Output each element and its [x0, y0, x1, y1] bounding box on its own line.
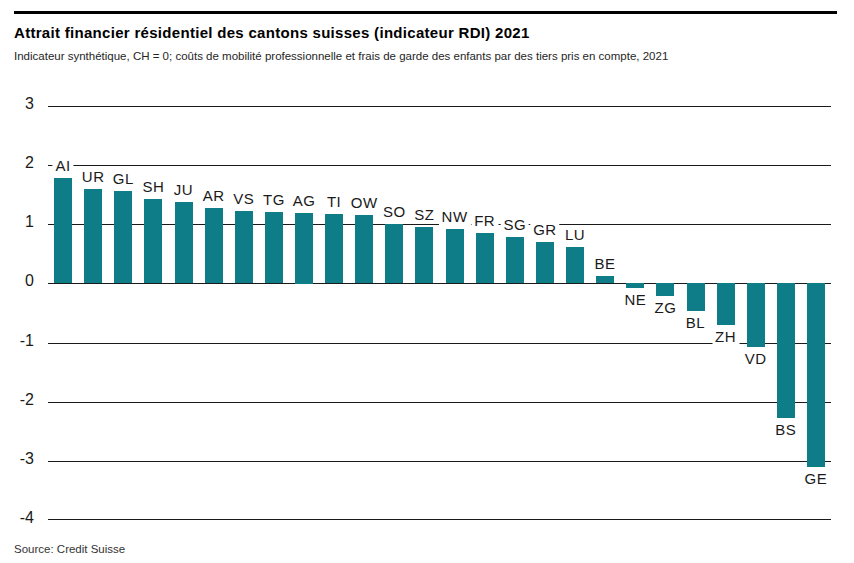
gridline--3: [48, 461, 831, 462]
bar-label-GL: GL: [110, 171, 137, 187]
bar-label-ZH: ZH: [712, 329, 739, 345]
bar-GE: [807, 283, 825, 466]
bar-label-FR: FR: [471, 213, 498, 229]
bar-label-AR: AR: [200, 188, 228, 204]
y-tick-label-2: 2: [0, 154, 34, 172]
bar-NE: [626, 283, 644, 288]
bar-AR: [205, 208, 223, 284]
bar-label-TI: TI: [324, 194, 344, 210]
y-tick-label--2: -2: [0, 391, 34, 409]
bar-label-AG: AG: [290, 193, 319, 209]
y-tick-label-1: 1: [0, 213, 34, 231]
y-tick-label--3: -3: [0, 450, 34, 468]
bar-ZH: [717, 283, 735, 324]
bar-label-NE: NE: [621, 292, 649, 308]
bar-UR: [84, 189, 102, 284]
gridline-2: [48, 165, 831, 166]
bar-label-BL: BL: [683, 315, 708, 331]
bar-SG: [506, 237, 524, 283]
bar-label-BE: BE: [592, 256, 619, 272]
bar-label-AI: AI: [53, 158, 74, 174]
bar-label-ZG: ZG: [651, 300, 679, 316]
bar-label-JU: JU: [171, 182, 196, 198]
bar-OW: [355, 215, 373, 284]
bar-FR: [476, 233, 494, 284]
plot-area: AI URGLSHJUARVSTGAG TIOWSOSZNWFRSGGRLUBE NE…: [48, 106, 831, 520]
y-tick-label--4: -4: [0, 509, 34, 527]
bar-BL: [687, 283, 705, 310]
y-tick-label--1: -1: [0, 332, 34, 350]
gridline-3: [48, 106, 831, 107]
bar-VD: [747, 283, 765, 346]
y-tick-label-0: 0: [0, 272, 34, 290]
bar-label-TG: TG: [260, 192, 288, 208]
gridline--4: [48, 519, 831, 520]
bar-label-NW: NW: [439, 209, 471, 225]
bar-TI: [325, 214, 343, 284]
bar-SO: [385, 224, 403, 284]
bar-label-VS: VS: [230, 191, 257, 207]
bar-AG: [295, 213, 313, 284]
y-axis: 3 2 1 0 -1 -2 -3 -4: [0, 0, 44, 563]
bar-AI: [54, 178, 72, 284]
top-divider-rule: [14, 11, 837, 14]
chart-page: Attrait financier résidentiel des canton…: [0, 0, 854, 563]
bar-SH: [144, 199, 162, 283]
bar-label-SH: SH: [139, 179, 167, 195]
bar-SZ: [415, 227, 433, 283]
bar-BE: [596, 276, 614, 284]
bar-GR: [536, 242, 554, 283]
chart-subtitle: Indicateur synthétique, CH = 0; coûts de…: [14, 50, 668, 62]
chart-title: Attrait financier résidentiel des canton…: [14, 24, 530, 41]
bar-label-LU: LU: [562, 227, 588, 243]
gridline-0: [48, 283, 831, 284]
bar-label-SG: SG: [500, 217, 529, 233]
bar-label-OW: OW: [348, 195, 381, 211]
bar-label-GE: GE: [802, 471, 831, 487]
bar-JU: [175, 202, 193, 283]
bar-label-SZ: SZ: [411, 207, 437, 223]
bar-BS: [777, 283, 795, 418]
bar-label-VD: VD: [742, 351, 770, 367]
bar-VS: [235, 211, 253, 284]
bar-NW: [446, 229, 464, 283]
bar-label-UR: UR: [79, 169, 108, 185]
bar-LU: [566, 247, 584, 283]
y-tick-label-3: 3: [0, 95, 34, 113]
bar-label-BS: BS: [772, 422, 799, 438]
bar-label-GR: GR: [530, 222, 560, 238]
bar-TG: [265, 212, 283, 284]
bar-GL: [114, 191, 132, 283]
bar-ZG: [656, 283, 674, 296]
gridline--2: [48, 402, 831, 403]
bar-label-SO: SO: [380, 204, 409, 220]
source-note: Source: Credit Suisse: [14, 543, 125, 555]
